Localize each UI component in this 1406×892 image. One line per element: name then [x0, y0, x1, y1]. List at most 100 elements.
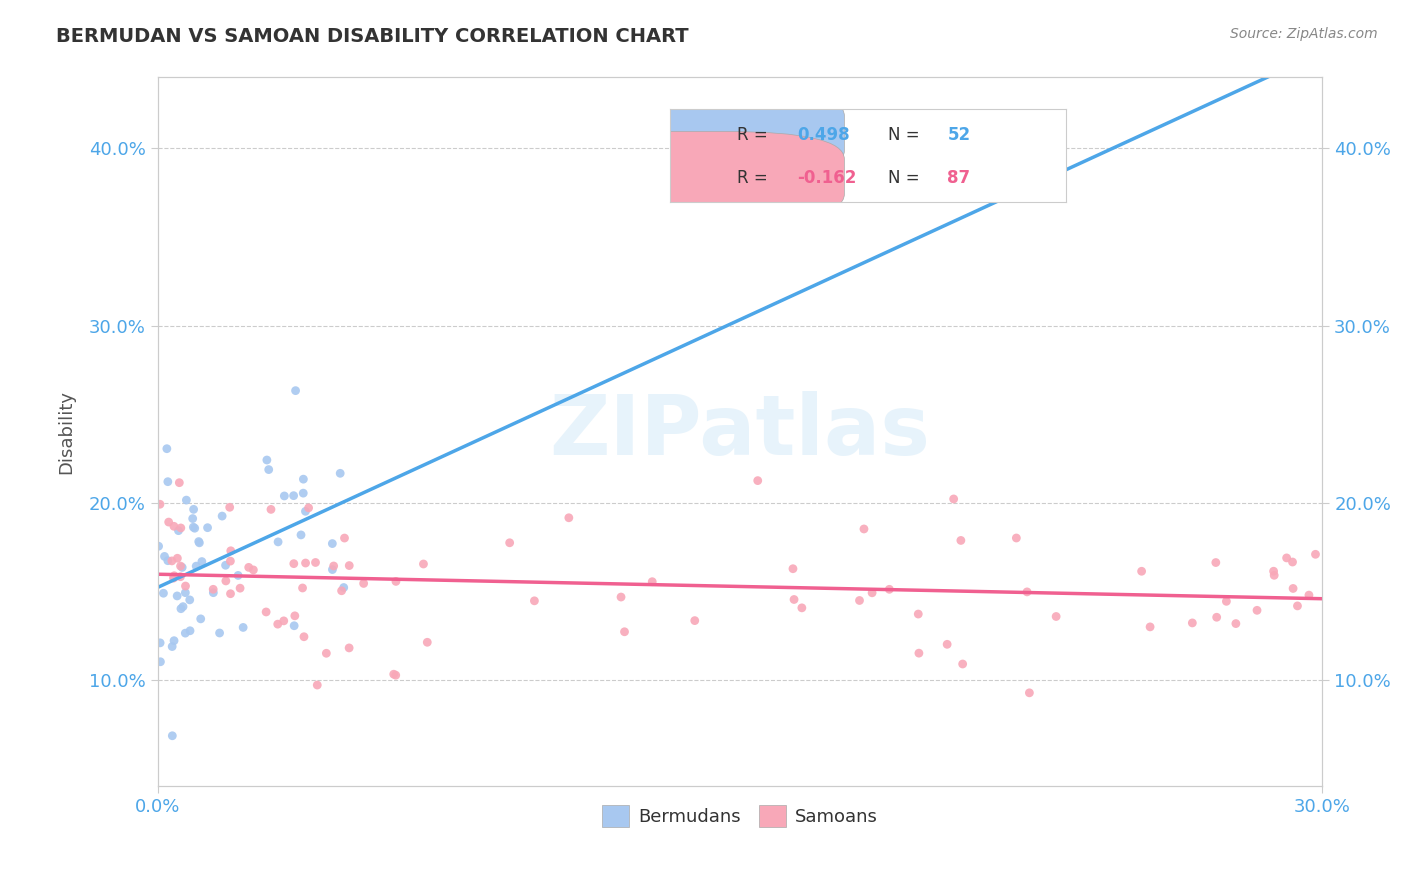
Point: [333, 531, 356, 545]
Point: [353, 576, 375, 591]
Point: [558, 510, 581, 524]
Point: [156, 475, 179, 489]
Point: [291, 581, 314, 595]
Point: [1281, 555, 1303, 569]
Point: [337, 640, 360, 655]
Point: [166, 551, 188, 566]
Point: [214, 558, 236, 573]
Point: [321, 536, 343, 550]
Point: [1045, 609, 1067, 624]
Point: [284, 384, 307, 398]
Point: [613, 624, 636, 639]
Point: [157, 515, 180, 529]
Point: [523, 594, 546, 608]
Point: [219, 543, 242, 558]
Point: [254, 605, 277, 619]
Point: [238, 560, 260, 574]
Point: [292, 630, 315, 644]
Point: [148, 539, 170, 553]
Point: [321, 563, 343, 577]
Point: [190, 612, 212, 626]
Point: [412, 557, 434, 571]
Point: [174, 585, 197, 599]
Point: [202, 585, 225, 599]
Point: [160, 640, 183, 654]
Point: [149, 636, 172, 650]
Point: [1225, 616, 1247, 631]
Point: [174, 579, 197, 593]
Point: [197, 521, 219, 535]
Point: [952, 657, 974, 671]
Point: [169, 570, 191, 584]
Point: [256, 453, 278, 467]
Point: [183, 521, 205, 535]
Point: [683, 614, 706, 628]
Point: [283, 557, 305, 571]
Point: [790, 600, 813, 615]
Point: [1005, 531, 1028, 545]
Point: [219, 587, 242, 601]
Point: [292, 486, 315, 500]
Point: [242, 563, 264, 577]
Point: [747, 474, 769, 488]
Point: [1275, 550, 1298, 565]
Point: [267, 535, 290, 549]
Point: [315, 646, 337, 660]
Point: [156, 442, 179, 456]
Point: [167, 524, 190, 538]
Point: [163, 568, 186, 582]
Point: [166, 589, 188, 603]
Point: [156, 554, 179, 568]
Point: [188, 536, 211, 550]
Point: [170, 521, 193, 535]
Point: [1130, 564, 1153, 578]
Point: [879, 582, 901, 597]
Point: [149, 497, 172, 511]
Point: [304, 556, 326, 570]
Point: [1015, 585, 1038, 599]
Point: [1263, 568, 1285, 582]
Point: [162, 729, 184, 743]
Point: [936, 637, 959, 651]
Point: [162, 571, 184, 585]
Point: [942, 491, 965, 506]
Point: [329, 467, 352, 481]
Point: [294, 504, 316, 518]
Point: [322, 559, 344, 574]
Point: [172, 560, 194, 574]
Point: [172, 599, 194, 614]
Point: [273, 614, 295, 628]
Point: [783, 592, 806, 607]
Point: [273, 489, 295, 503]
Text: Source: ZipAtlas.com: Source: ZipAtlas.com: [1230, 27, 1378, 41]
Point: [1282, 582, 1305, 596]
Point: [1205, 610, 1227, 624]
Point: [208, 626, 231, 640]
Point: [267, 617, 290, 632]
Point: [183, 502, 205, 516]
Point: [1286, 599, 1309, 613]
Y-axis label: Disability: Disability: [58, 390, 75, 474]
Point: [211, 509, 233, 524]
Legend: Bermudans, Samoans: Bermudans, Samoans: [595, 797, 886, 834]
Point: [176, 493, 198, 508]
Point: [330, 583, 353, 598]
Point: [292, 472, 315, 486]
Point: [641, 574, 664, 589]
Point: [174, 626, 197, 640]
Point: [384, 668, 406, 682]
Point: [1215, 594, 1237, 608]
Point: [852, 522, 875, 536]
Point: [232, 620, 254, 634]
Point: [160, 554, 183, 568]
Point: [283, 489, 305, 503]
Point: [1205, 556, 1227, 570]
Point: [283, 619, 305, 633]
Point: [498, 535, 520, 549]
Point: [260, 502, 283, 516]
Point: [1305, 547, 1327, 561]
Point: [860, 586, 883, 600]
Point: [187, 534, 209, 549]
Text: BERMUDAN VS SAMOAN DISABILITY CORRELATION CHART: BERMUDAN VS SAMOAN DISABILITY CORRELATIO…: [56, 27, 689, 45]
Text: ZIPatlas: ZIPatlas: [550, 392, 931, 473]
